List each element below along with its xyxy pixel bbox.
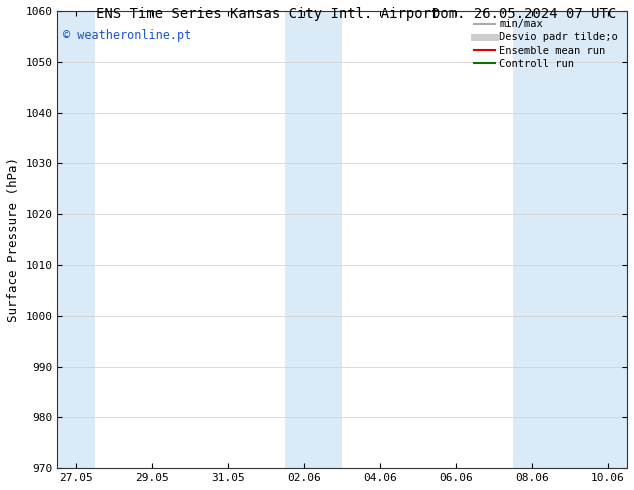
Y-axis label: Surface Pressure (hPa): Surface Pressure (hPa) [7,157,20,322]
Legend: min/max, Desvio padr tilde;o, Ensemble mean run, Controll run: min/max, Desvio padr tilde;o, Ensemble m… [471,16,621,72]
Text: © weatheronline.pt: © weatheronline.pt [63,29,191,42]
Bar [57,11,95,468]
Text: ENS Time Series Kansas City Intl. Airport: ENS Time Series Kansas City Intl. Airpor… [96,7,439,22]
Bar [285,11,342,468]
Bar [513,11,626,468]
Text: Dom. 26.05.2024 07 UTC: Dom. 26.05.2024 07 UTC [432,7,616,22]
